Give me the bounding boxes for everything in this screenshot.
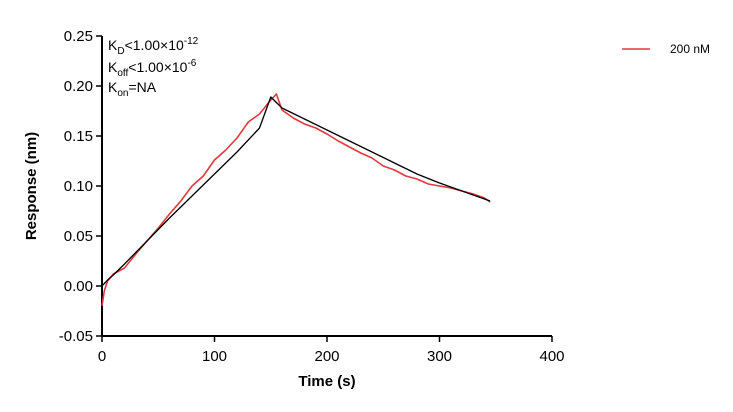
x-ticks: 0 100 200 300 400 — [98, 336, 565, 365]
kd-annotation: KD<1.00×10-12 — [108, 36, 199, 57]
axes — [101, 36, 552, 337]
fit-line — [101, 96, 491, 287]
koff-annotation: Koff<1.00×10-6 — [108, 58, 197, 79]
kon-annotation: Kon=NA — [108, 79, 157, 99]
y-axis-title: Response (nm) — [23, 132, 40, 240]
series-layer — [101, 93, 491, 307]
x-tick-label: 0 — [98, 348, 106, 365]
y-tick-label: 0.10 — [64, 178, 93, 195]
y-tick-label: 0.20 — [64, 78, 93, 95]
legend: 200 nM — [622, 42, 710, 56]
y-tick-label: 0.15 — [64, 128, 93, 145]
y-tick-label: 0.00 — [64, 278, 93, 295]
x-tick-label: 400 — [539, 348, 564, 365]
legend-label-200nm: 200 nM — [670, 42, 710, 56]
y-tick-label: 0.05 — [64, 228, 93, 245]
x-tick-label: 100 — [202, 348, 227, 365]
series-line-200nm — [101, 93, 491, 307]
x-tick-label: 300 — [427, 348, 452, 365]
y-ticks: -0.05 0.00 0.05 0.10 0.15 0.20 0.25 — [59, 28, 102, 345]
y-tick-label: 0.25 — [64, 28, 93, 45]
x-tick-label: 200 — [314, 348, 339, 365]
x-axis-title: Time (s) — [298, 373, 355, 390]
y-tick-label: -0.05 — [59, 328, 93, 345]
